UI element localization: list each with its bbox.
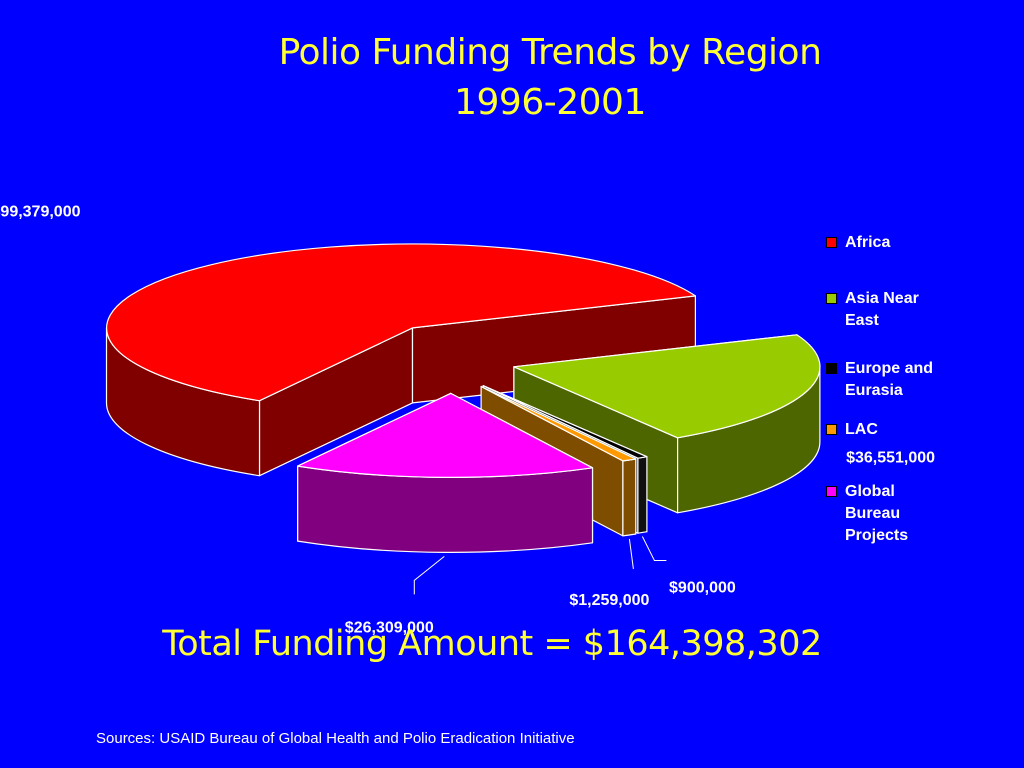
leader-line-lac xyxy=(628,538,634,570)
legend-item-asia-near-east: Asia Near East xyxy=(826,288,1016,358)
legend-label-africa: Africa xyxy=(845,234,891,251)
legend-item-africa: Africa xyxy=(826,232,1016,288)
legend-item-lac: LAC xyxy=(826,419,1016,481)
legend-swatch-asia-near-east xyxy=(826,293,837,304)
chart-title-line1: Polio Funding Trends by Region xyxy=(278,32,822,73)
pie-top-asia-near-east xyxy=(513,334,821,439)
legend: Africa Asia Near East Europe and Eurasia… xyxy=(826,232,1016,547)
pie-rim-global-bureau-projects xyxy=(297,465,594,553)
data-label-global-bureau-projects: $26,309,000 xyxy=(345,619,434,636)
legend-swatch-lac xyxy=(826,424,837,435)
legend-swatch-africa xyxy=(826,237,837,248)
legend-item-europe-and-eurasia: Europe and Eurasia xyxy=(826,358,1016,419)
leader-line-europe-and-eurasia xyxy=(641,536,667,561)
legend-label-lac: LAC xyxy=(845,421,878,438)
total-funding: Total Funding Amount = $164,398,302 xyxy=(162,624,822,664)
data-label-africa: $99,379,000 xyxy=(0,204,81,221)
pie-top-global-bureau-projects xyxy=(297,392,594,478)
pie-top-africa xyxy=(105,243,696,402)
data-label-europe-and-eurasia: $900,000 xyxy=(669,580,736,597)
chart-title: Polio Funding Trends by Region 1996-2001 xyxy=(0,28,1024,128)
pie-rim-europe-and-eurasia xyxy=(637,456,648,534)
legend-label-europe-and-eurasia: Europe and Eurasia xyxy=(845,360,934,399)
data-label-lac: $1,259,000 xyxy=(569,592,649,609)
legend-swatch-europe-and-eurasia xyxy=(826,363,837,374)
pie-slice-africa xyxy=(105,243,696,477)
legend-swatch-global-bureau-projects xyxy=(826,486,837,497)
source-note: Sources: USAID Bureau of Global Health a… xyxy=(96,730,575,747)
leader-line-global-bureau-projects xyxy=(413,556,445,595)
legend-item-global-bureau-projects: Global Bureau Projects xyxy=(826,481,1016,547)
legend-label-asia-near-east: Asia Near East xyxy=(845,290,919,329)
data-label-asia-near-east: $36,551,000 xyxy=(846,449,935,466)
pie-slice-global-bureau-projects xyxy=(297,392,594,553)
chart-title-line2: 1996-2001 xyxy=(454,82,646,123)
pie-rim-lac xyxy=(622,458,637,537)
pie-slice-asia-near-east xyxy=(513,334,821,514)
pie-top-lac xyxy=(480,385,637,462)
pie-top-europe-and-eurasia xyxy=(482,385,648,459)
legend-label-global-bureau-projects: Global Bureau Projects xyxy=(845,483,909,544)
